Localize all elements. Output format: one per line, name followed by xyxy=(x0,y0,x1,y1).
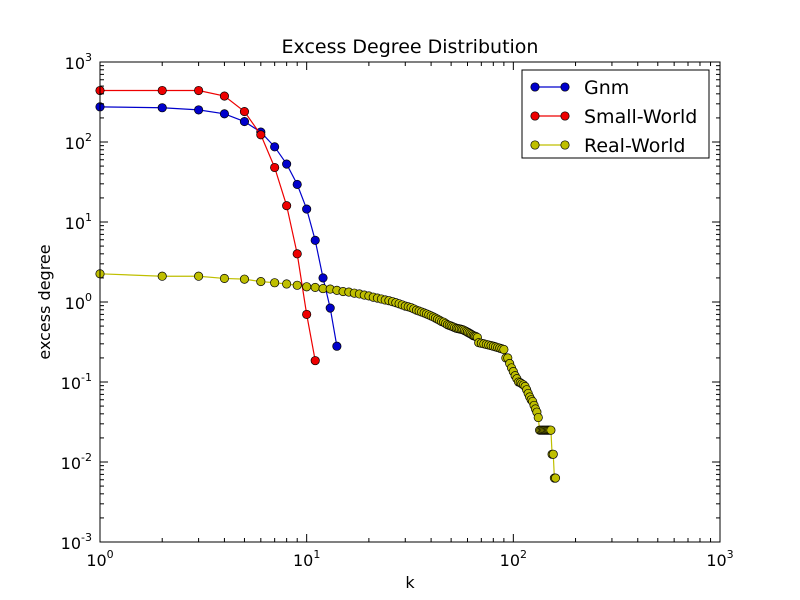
data-point xyxy=(157,103,167,113)
data-point xyxy=(194,85,204,96)
data-point xyxy=(302,204,312,214)
x-tick-label: 103 xyxy=(706,548,733,570)
data-point xyxy=(219,109,229,119)
x-tick-label: 101 xyxy=(293,548,320,570)
data-point xyxy=(219,91,229,101)
series-gnm xyxy=(95,102,342,351)
data-point xyxy=(157,271,167,281)
x-tick-label: 100 xyxy=(86,548,113,570)
chart-title: Excess Degree Distribution xyxy=(282,36,539,58)
data-point xyxy=(282,159,292,169)
legend-marker xyxy=(560,82,570,92)
data-point xyxy=(302,282,312,292)
data-point xyxy=(256,277,266,287)
data-point xyxy=(256,130,266,140)
data-point xyxy=(302,309,312,319)
x-tick-label: 102 xyxy=(500,548,527,570)
series-small-world xyxy=(95,85,320,366)
legend-marker xyxy=(560,140,570,150)
data-point xyxy=(270,278,280,288)
y-tick-label: 103 xyxy=(65,51,92,73)
data-point xyxy=(546,425,556,435)
series-layer xyxy=(95,85,561,483)
data-point xyxy=(270,142,280,152)
data-point xyxy=(239,117,249,127)
data-point xyxy=(282,279,292,289)
data-point xyxy=(270,162,280,173)
data-point xyxy=(194,105,204,115)
data-point xyxy=(292,249,302,259)
data-point xyxy=(282,201,292,211)
data-point xyxy=(194,271,204,281)
legend-marker xyxy=(530,140,540,150)
legend-label: Gnm xyxy=(584,77,629,99)
series-real-world xyxy=(95,269,561,483)
data-point xyxy=(239,274,249,284)
legend-label: Small-World xyxy=(584,106,697,128)
legend: Gnm Small-World Real-World xyxy=(521,69,710,159)
data-point xyxy=(325,303,335,313)
data-point xyxy=(157,85,167,96)
legend-marker xyxy=(560,111,570,121)
data-point xyxy=(292,280,302,290)
data-point xyxy=(318,273,328,283)
legend-label: Real-World xyxy=(584,135,686,157)
tick-layer: 100 101 102 103 10-3 10-2 10-1 100 101 102 103 xyxy=(61,51,734,570)
x-axis-label: k xyxy=(405,573,415,592)
data-point xyxy=(310,282,320,292)
data-point xyxy=(310,356,320,366)
y-tick-label: 10-3 xyxy=(61,531,92,553)
y-tick-label: 102 xyxy=(65,131,92,153)
y-tick-label: 101 xyxy=(65,211,92,233)
y-axis-label: excess degree xyxy=(35,244,54,359)
data-point xyxy=(239,107,249,117)
data-point xyxy=(332,341,342,351)
data-point xyxy=(219,273,229,283)
legend-entry-real-world: Real-World xyxy=(530,135,686,157)
legend-marker xyxy=(530,82,540,92)
data-point xyxy=(550,473,561,483)
data-point xyxy=(533,412,543,423)
y-tick-label: 100 xyxy=(65,291,92,313)
y-tick-label: 10-1 xyxy=(61,371,92,393)
y-tick-label: 10-2 xyxy=(61,451,92,473)
legend-entry-small-world: Small-World xyxy=(530,106,697,128)
legend-box xyxy=(521,69,710,159)
data-point xyxy=(310,235,320,245)
data-point xyxy=(499,344,509,355)
legend-marker xyxy=(530,111,540,121)
legend-entry-gnm: Gnm xyxy=(530,77,629,99)
data-point xyxy=(292,179,302,189)
data-point xyxy=(548,449,558,459)
